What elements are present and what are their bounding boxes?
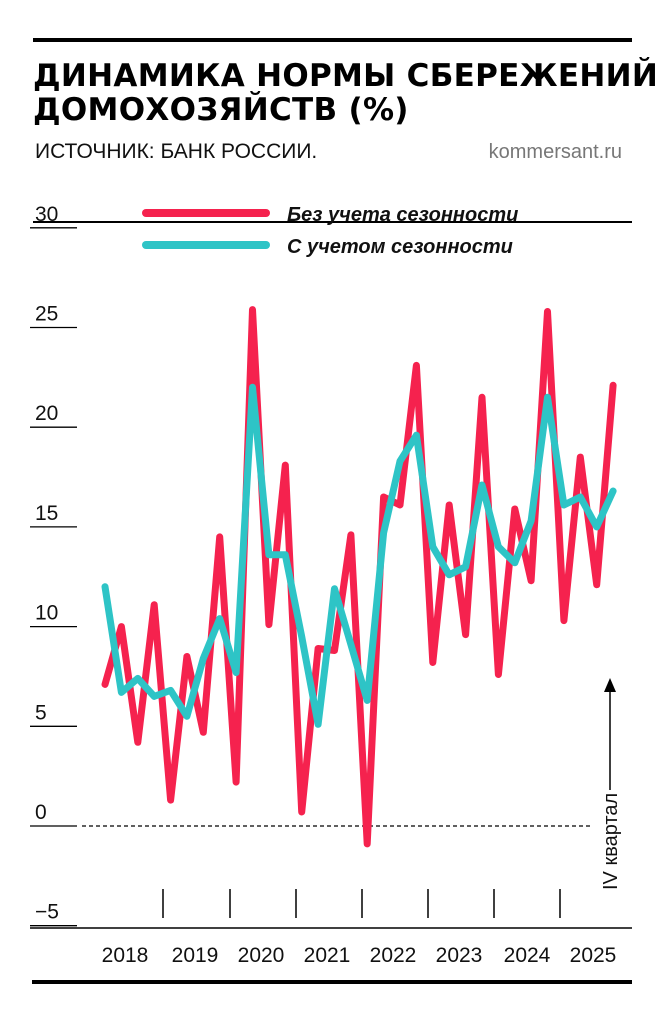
data-point — [399, 460, 401, 462]
legend: Без учета сезонности С учетом сезонности — [142, 204, 518, 258]
x-year-label: 2021 — [304, 944, 351, 967]
y-tick-label: 0 — [35, 801, 47, 824]
data-point — [497, 546, 499, 548]
legend-label-seasonal: С учетом сезонности — [287, 236, 513, 258]
x-year-label: 2025 — [570, 944, 617, 967]
y-tick-label: 25 — [35, 303, 58, 326]
x-year-label: 2020 — [238, 944, 285, 967]
chart-title-line2: ДОМОХОЗЯЙСТВ (%) — [33, 92, 409, 128]
data-point — [170, 689, 172, 691]
data-point — [366, 699, 368, 701]
data-point — [579, 496, 581, 498]
data-point — [284, 464, 286, 466]
data-point — [530, 520, 532, 522]
data-point — [383, 532, 385, 534]
data-point — [432, 546, 434, 548]
data-point — [514, 562, 516, 564]
data-point — [170, 799, 172, 801]
x-year-label: 2023 — [436, 944, 483, 967]
y-tick-label: 5 — [35, 701, 47, 724]
annotation-label: IV квартал — [600, 793, 622, 890]
data-point — [301, 811, 303, 813]
data-point — [612, 384, 614, 386]
data-point — [350, 644, 352, 646]
data-point — [333, 650, 335, 652]
data-point — [153, 695, 155, 697]
series-line-raw — [101, 306, 617, 848]
x-year-label: 2018 — [102, 944, 149, 967]
arrow-up-icon — [604, 678, 616, 692]
data-point — [202, 731, 204, 733]
data-point — [120, 626, 122, 628]
data-point — [563, 620, 565, 622]
data-point — [448, 504, 450, 506]
data-point — [137, 677, 139, 679]
data-point — [137, 741, 139, 743]
data-point — [333, 588, 335, 590]
top-rule — [33, 38, 632, 42]
data-point — [104, 586, 106, 588]
data-point — [301, 636, 303, 638]
x-axis: 2018 2019 2020 2021 2022 2023 2024 2025 — [102, 889, 617, 967]
chart-title-line1: ДИНАМИКА НОРМЫ СБЕРЕЖЕНИЙ — [33, 58, 658, 94]
data-point — [235, 781, 237, 783]
y-tick-label: 20 — [35, 402, 58, 425]
source-text: ИСТОЧНИК: БАНК РОССИИ. — [35, 140, 317, 163]
data-point — [252, 386, 254, 388]
data-point — [202, 658, 204, 660]
data-point — [104, 683, 106, 685]
y-tick-label: 30 — [35, 203, 58, 226]
header-rule — [33, 221, 632, 223]
data-point — [235, 671, 237, 673]
legend-label-raw: Без учета сезонности — [287, 204, 518, 226]
data-point — [514, 508, 516, 510]
data-point — [268, 624, 270, 626]
data-point — [579, 456, 581, 458]
x-year-label: 2022 — [370, 944, 417, 967]
data-point — [415, 434, 417, 436]
series-layer — [101, 306, 617, 848]
data-point — [350, 534, 352, 536]
data-point — [186, 656, 188, 658]
data-point — [186, 715, 188, 717]
x-year-label: 2024 — [504, 944, 551, 967]
y-tick-label: −5 — [35, 901, 59, 924]
data-point — [596, 584, 598, 586]
data-point — [497, 673, 499, 675]
y-axis: 30 25 20 15 10 5 0 −5 — [30, 203, 77, 927]
bottom-rule — [32, 980, 632, 984]
y-tick-label: 15 — [35, 502, 58, 525]
data-point — [268, 554, 270, 556]
data-point — [530, 580, 532, 582]
data-point — [219, 618, 221, 620]
data-point — [563, 504, 565, 506]
data-point — [481, 484, 483, 486]
quarter-annotation: IV квартал — [600, 678, 622, 890]
data-point — [317, 723, 319, 725]
series-line-seasonal — [101, 383, 617, 728]
data-point — [612, 490, 614, 492]
data-point — [317, 648, 319, 650]
data-point — [383, 496, 385, 498]
data-point — [219, 536, 221, 538]
data-point — [252, 309, 254, 311]
data-point — [547, 396, 549, 398]
y-tick-label: 10 — [35, 602, 58, 625]
data-point — [448, 574, 450, 576]
data-point — [415, 364, 417, 366]
data-point — [465, 634, 467, 636]
data-point — [120, 691, 122, 693]
data-point — [366, 843, 368, 845]
data-point — [547, 311, 549, 313]
data-point — [153, 604, 155, 606]
data-point — [284, 554, 286, 556]
data-point — [465, 566, 467, 568]
data-point — [596, 526, 598, 528]
data-point — [481, 396, 483, 398]
data-point — [399, 504, 401, 506]
site-credit: kommersant.ru — [489, 141, 622, 163]
data-point — [432, 661, 434, 663]
x-year-label: 2019 — [172, 944, 219, 967]
